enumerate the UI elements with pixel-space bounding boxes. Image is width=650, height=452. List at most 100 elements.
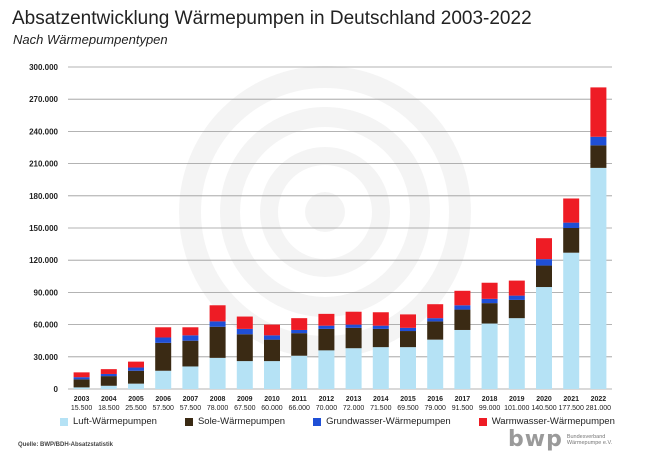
bar-segment <box>73 377 90 380</box>
bar-segment <box>155 327 172 338</box>
bar-segment <box>73 379 90 388</box>
y-tick-label: 210.000 <box>29 160 58 169</box>
bar-segment <box>128 367 144 371</box>
bar-segment <box>563 198 580 223</box>
bar-segment <box>182 335 199 341</box>
bar-segment <box>427 339 444 389</box>
x-tick-label: 2016 <box>427 396 443 403</box>
x-tick-label: 2004 <box>101 396 117 403</box>
x-tick-label: 2010 <box>264 396 280 403</box>
x-tick-label: 2005 <box>128 396 144 403</box>
bar-segment <box>454 309 471 330</box>
bwp-logo: bwp Bundesverband Wärmepumpe e.V. <box>508 427 612 452</box>
bar-segment <box>291 333 308 356</box>
x-tick-label: 2021 <box>563 396 579 403</box>
total-label: 15.500 <box>71 405 93 412</box>
bar-segment <box>100 373 117 377</box>
logo-line-2: Wärmepumpe e.V. <box>566 440 613 446</box>
bar-segment <box>318 350 335 389</box>
bar-segment <box>454 290 471 306</box>
total-label: 66.000 <box>288 405 310 412</box>
total-label: 57.500 <box>152 405 174 412</box>
legend-label: Luft-Wärmepumpen <box>73 416 157 427</box>
bar-segment <box>427 304 444 319</box>
total-label: 69.500 <box>397 405 419 412</box>
x-tick-label: 2020 <box>536 396 552 403</box>
bar-segment <box>345 327 362 349</box>
bar-segment <box>372 328 389 348</box>
bar-segment <box>400 347 416 389</box>
legend-item: Grundwasser-Wärmepumpen <box>313 416 451 427</box>
x-tick-label: 2018 <box>482 396 498 403</box>
bar-segment <box>264 361 280 389</box>
bar-segment <box>345 324 362 328</box>
logo-text: Bundesverband Wärmepumpe e.V. <box>567 434 612 446</box>
bar-segment <box>155 342 172 371</box>
bar-segment <box>182 327 199 336</box>
total-label: 78.000 <box>207 405 229 412</box>
total-label: 91.500 <box>452 405 474 412</box>
bar-segment <box>236 316 253 329</box>
y-tick-label: 0 <box>54 385 59 394</box>
bar-segment <box>100 376 117 386</box>
y-tick-label: 270.000 <box>29 95 58 104</box>
total-label: 57.500 <box>180 405 202 412</box>
y-tick-label: 240.000 <box>29 127 58 136</box>
chart-title: Absatzentwicklung Wärmepumpen in Deutsch… <box>12 8 532 29</box>
bar-segment <box>590 87 607 137</box>
bar-segment <box>563 252 580 389</box>
bar-segment <box>236 334 253 362</box>
legend: Luft-Wärmepumpen Sole-Wärmepumpen Grundwas… <box>60 416 640 427</box>
bar-segment <box>182 366 199 389</box>
bar-segment <box>100 369 117 374</box>
legend-label: Warmwasser-Wärmepumpen <box>491 416 615 427</box>
total-label: 70.000 <box>316 405 338 412</box>
x-tick-label: 2022 <box>591 396 607 403</box>
bar-segment <box>209 326 226 358</box>
x-tick-label: 2007 <box>183 396 199 403</box>
bar-segment <box>508 295 525 300</box>
y-tick-label: 60.000 <box>34 321 59 330</box>
bar-segment <box>400 327 416 332</box>
bar-segment <box>400 314 416 328</box>
bar-segment <box>291 329 308 334</box>
y-tick-label: 300.000 <box>29 63 58 72</box>
legend-item: Warmwasser-Wärmepumpen <box>478 416 615 427</box>
bar-segment <box>128 370 144 384</box>
bar-segment <box>73 372 90 378</box>
bar-segment <box>264 339 280 362</box>
legend-label: Sole-Wärmepumpen <box>197 416 286 427</box>
y-tick-label: 180.000 <box>29 192 58 201</box>
bar-segment <box>236 361 253 389</box>
y-tick-label: 150.000 <box>29 224 58 233</box>
bar-segment <box>318 325 335 329</box>
x-tick-label: 2014 <box>373 396 389 403</box>
bar-segment <box>536 265 552 288</box>
total-label: 25.500 <box>125 405 147 412</box>
bar-segment <box>481 303 498 324</box>
total-label: 60.000 <box>261 405 283 412</box>
total-label: 281.000 <box>586 405 611 412</box>
x-tick-label: 2013 <box>346 396 362 403</box>
bar-segment <box>345 348 362 389</box>
bar-segment <box>427 318 444 322</box>
bar-segment <box>128 361 144 368</box>
bar-segment <box>209 305 226 322</box>
bar-segment <box>264 324 280 336</box>
bar-segment <box>427 321 444 340</box>
bar-segment <box>563 228 580 253</box>
chart-subtitle: Nach Wärmepumpentypen <box>13 32 168 47</box>
x-tick-label: 2009 <box>237 396 253 403</box>
total-label: 18.500 <box>98 405 120 412</box>
total-label: 177.500 <box>559 405 584 412</box>
source-note: Quelle: BWP/BDH-Absatzstatistik <box>18 442 114 448</box>
spiral-watermark <box>179 66 471 358</box>
logo-mark: bwp <box>508 427 563 452</box>
legend-item: Sole-Wärmepumpen <box>184 416 286 427</box>
x-tick-label: 2019 <box>509 396 525 403</box>
total-label: 140.500 <box>531 405 556 412</box>
bar-segment <box>563 222 580 228</box>
bar-segment <box>182 340 199 367</box>
bar-segment <box>508 299 525 319</box>
bar-segment <box>508 318 525 389</box>
